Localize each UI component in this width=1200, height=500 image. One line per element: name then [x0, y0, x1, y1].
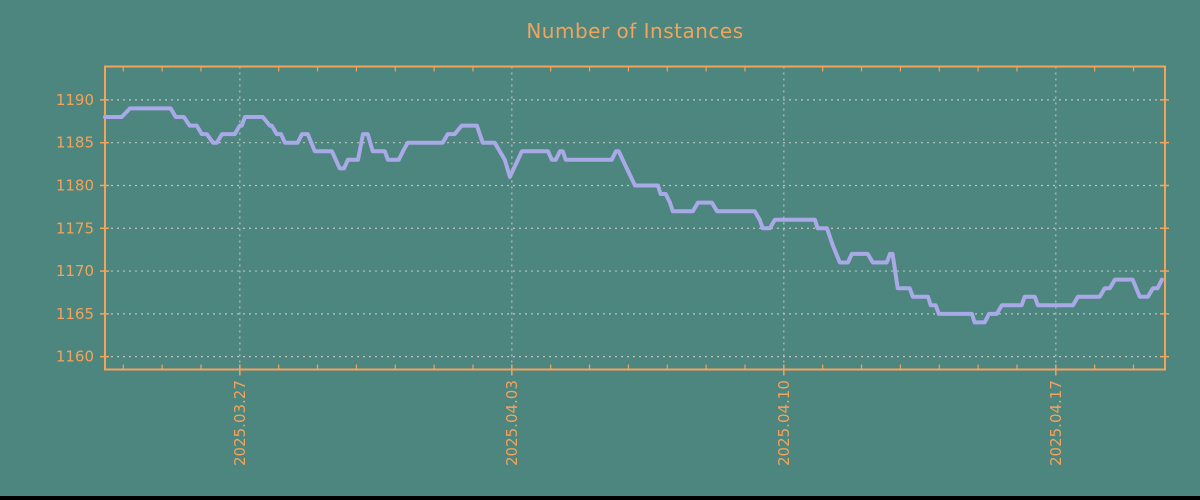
x-tick-label: 2025.04.17 — [1047, 380, 1065, 466]
x-tick-label: 2025.03.27 — [231, 380, 249, 466]
x-tick-label: 2025.04.03 — [503, 380, 521, 466]
plot-border — [104, 65, 1166, 371]
y-tick-label: 1180 — [56, 176, 94, 194]
y-tick-label: 1175 — [56, 219, 94, 237]
y-tick-label: 1185 — [56, 134, 94, 152]
y-tick-label: 1170 — [56, 262, 94, 280]
y-tick-label: 1165 — [56, 305, 94, 323]
bottom-edge-bar — [0, 496, 1200, 500]
series-line — [103, 106, 1164, 325]
chart-title: Number of Instances — [526, 19, 744, 43]
x-tick-label: 2025.04.10 — [775, 380, 793, 466]
y-tick-label: 1190 — [56, 91, 94, 109]
y-tick-label: 1160 — [56, 348, 94, 366]
